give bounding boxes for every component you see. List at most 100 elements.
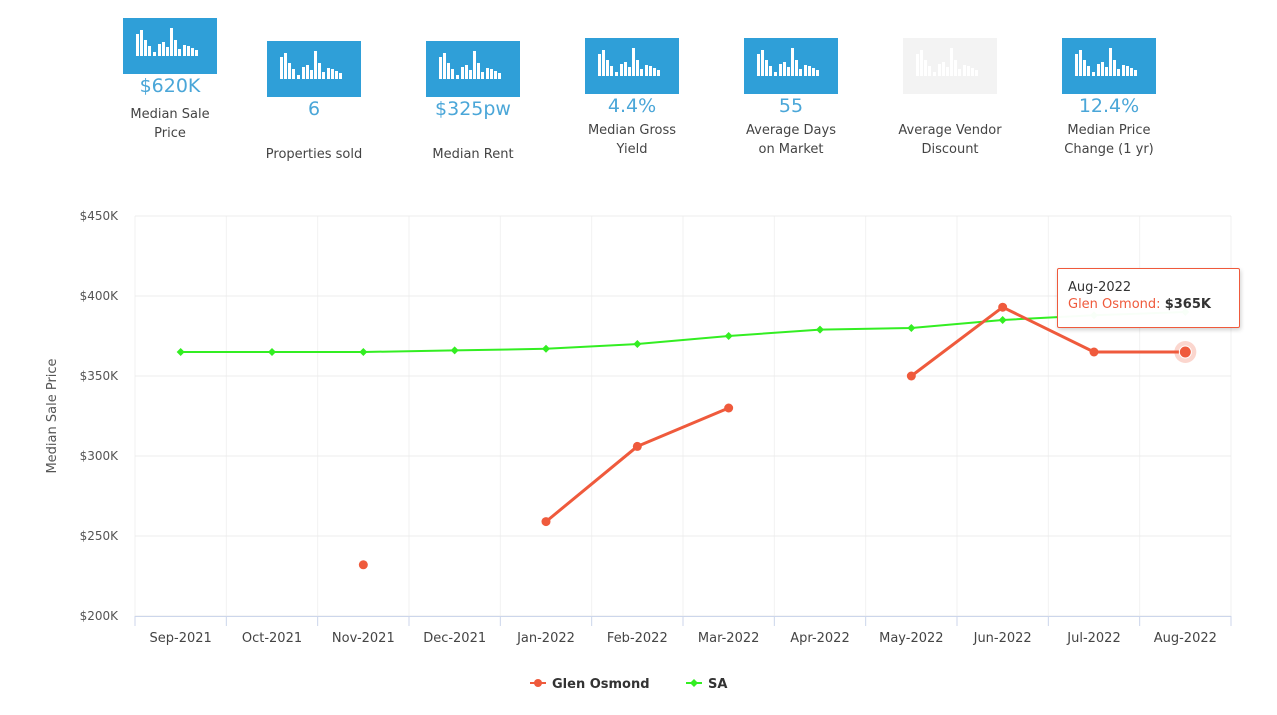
stat-label: Median Gross Yield xyxy=(557,121,707,159)
glyph-bar xyxy=(958,69,961,76)
glyph-bar xyxy=(158,44,161,56)
bar-chart-glyph xyxy=(280,51,342,79)
data-point xyxy=(907,324,916,332)
bar-chart-glyph xyxy=(916,48,978,76)
glyph-bar xyxy=(757,54,760,76)
glyph-bar xyxy=(628,67,631,76)
glyph-bar xyxy=(657,70,660,76)
tooltip-separator: : xyxy=(1156,297,1161,312)
series-line xyxy=(179,311,1187,353)
data-point xyxy=(724,332,733,340)
x-tick-label: Jun-2022 xyxy=(973,631,1032,646)
data-point xyxy=(542,344,550,353)
stat-median-sale-price[interactable]: $620K Median Sale Price xyxy=(95,18,245,143)
glyph-bar xyxy=(1109,48,1112,76)
glyph-bar xyxy=(938,64,941,76)
glyph-bar xyxy=(461,67,464,79)
glyph-bar xyxy=(331,69,334,79)
glyph-bar xyxy=(954,60,957,76)
bar-chart-icon[interactable] xyxy=(426,41,520,97)
stat-label-line: Median Sale xyxy=(130,107,210,122)
bar-chart-icon[interactable] xyxy=(123,18,217,74)
glyph-bar xyxy=(950,48,953,76)
stat-median-rent[interactable]: $325pw Median Rent xyxy=(398,41,548,164)
stat-label-line: Median Gross xyxy=(587,123,677,138)
glyph-bar xyxy=(1126,66,1129,76)
bar-chart-icon[interactable] xyxy=(744,38,838,94)
bar-chart-glyph xyxy=(598,48,660,76)
y-tick-label: $450K xyxy=(80,209,120,223)
series-line xyxy=(544,406,731,524)
glyph-bar xyxy=(946,67,949,76)
bar-chart-icon[interactable] xyxy=(1062,38,1156,94)
glyph-bar xyxy=(140,30,143,56)
stat-label: Median Price Change (1 yr) xyxy=(1034,121,1184,159)
stat-label-line: Median Rent xyxy=(432,147,514,162)
glyph-bar xyxy=(920,50,923,76)
glyph-bar xyxy=(924,60,927,76)
glyph-bar xyxy=(1101,62,1104,76)
chart-legend[interactable]: Glen Osmond SA xyxy=(530,677,727,692)
stat-label-line: Price xyxy=(154,126,186,141)
series-line xyxy=(909,305,1187,378)
glyph-bar xyxy=(1122,65,1125,76)
stat-properties-sold[interactable]: 6 Properties sold xyxy=(239,41,389,164)
glyph-bar xyxy=(314,51,317,79)
glyph-bar xyxy=(1105,67,1108,76)
glyph-bar xyxy=(498,73,501,79)
x-tick-label: Aug-2022 xyxy=(1154,631,1217,646)
stat-label-line: Change (1 yr) xyxy=(1064,142,1154,157)
glyph-bar xyxy=(284,53,287,79)
legend-symbol xyxy=(690,679,698,687)
glyph-bar xyxy=(322,72,325,79)
glyph-bar xyxy=(136,34,139,56)
tooltip-series-line: Glen Osmond: $365K xyxy=(1068,296,1229,313)
glyph-bar xyxy=(1092,72,1095,76)
data-point xyxy=(176,348,185,356)
glyph-bar xyxy=(465,65,468,79)
glyph-bar xyxy=(477,63,480,79)
stat-value: 4.4% xyxy=(607,95,657,117)
glyph-bar xyxy=(481,72,484,79)
stat-median-gross-yield[interactable]: 4.4% Median Gross Yield xyxy=(557,38,707,159)
glyph-bar xyxy=(297,75,300,79)
stat-label-line: Average Vendor xyxy=(898,123,1002,138)
stat-average-days-on-market[interactable]: 55 Average Days on Market xyxy=(716,38,866,159)
bar-chart-icon[interactable] xyxy=(585,38,679,94)
glyph-bar xyxy=(1079,50,1082,76)
legend-label: SA xyxy=(708,677,727,692)
glyph-bar xyxy=(443,53,446,79)
data-point xyxy=(724,403,734,413)
stat-value: 12.4% xyxy=(1078,95,1140,117)
glyph-bar xyxy=(473,51,476,79)
legend-item[interactable]: SA xyxy=(686,677,727,692)
data-point xyxy=(450,346,459,355)
glyph-bar xyxy=(191,48,194,56)
x-tick-label: Jul-2022 xyxy=(1066,631,1120,646)
y-tick-label: $200K xyxy=(80,609,120,623)
glyph-bar xyxy=(144,40,147,56)
data-point xyxy=(633,340,642,348)
stat-label-line: Discount xyxy=(921,142,979,157)
glyph-bar xyxy=(640,69,643,76)
legend-item[interactable]: Glen Osmond xyxy=(530,677,650,692)
stat-label: Median Sale Price xyxy=(95,105,245,143)
glyph-bar xyxy=(288,63,291,79)
glyph-bar xyxy=(779,64,782,76)
stat-value: 55 xyxy=(778,95,804,117)
data-point xyxy=(358,560,368,570)
stat-median-price-change[interactable]: 12.4% Median Price Change (1 yr) xyxy=(1034,38,1184,159)
glyph-bar xyxy=(645,65,648,76)
data-point xyxy=(998,316,1007,324)
x-tick-label: Apr-2022 xyxy=(790,631,849,646)
glyph-bar xyxy=(615,72,618,76)
glyph-bar xyxy=(787,67,790,76)
bar-chart-glyph xyxy=(136,28,198,56)
glyph-bar xyxy=(195,50,198,56)
bar-chart-icon[interactable] xyxy=(267,41,361,97)
glyph-bar xyxy=(791,48,794,76)
y-tick-label: $250K xyxy=(80,529,120,543)
glyph-bar xyxy=(783,62,786,76)
glyph-bar xyxy=(632,48,635,76)
